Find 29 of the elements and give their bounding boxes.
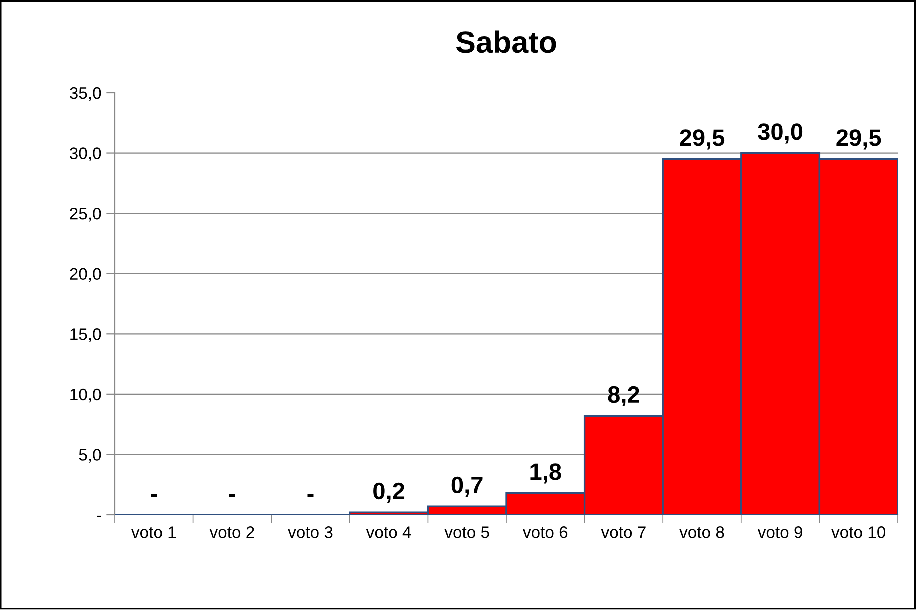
data-label: 29,5: [836, 130, 882, 150]
y-tick-label: -: [96, 516, 102, 518]
data-label: -: [308, 494, 314, 498]
chart-title: Sabato: [456, 30, 556, 54]
y-tick-label: 35,0: [70, 87, 102, 102]
x-tick-label: voto 4: [366, 526, 412, 538]
y-tick-label: 10,0: [70, 388, 102, 403]
y-tick-label: 30,0: [70, 148, 102, 162]
x-tick-label: voto 8: [680, 526, 724, 538]
x-tick-label: voto 7: [601, 526, 646, 538]
x-tick-label: voto 10: [832, 526, 886, 538]
data-label: -: [151, 494, 158, 498]
y-tick-label: 25,0: [70, 208, 102, 222]
data-label: -: [229, 494, 236, 498]
y-tick-label: 5,0: [79, 449, 102, 463]
data-label: 8,2: [608, 386, 640, 407]
data-label: 30,0: [758, 124, 803, 144]
y-tick-label: 20,0: [70, 268, 102, 282]
data-label: 1,8: [530, 464, 562, 484]
x-tick-label: voto 6: [523, 526, 568, 538]
x-tick-label: voto 5: [444, 526, 490, 538]
x-tick-label: voto 1: [132, 526, 176, 538]
data-label: 29,5: [680, 130, 725, 150]
x-tick-label: voto 3: [288, 526, 333, 538]
data-label: 0,7: [452, 476, 483, 497]
data-label: 0,2: [374, 482, 405, 504]
y-tick-label: 15,0: [70, 328, 102, 342]
x-tick-label: voto 9: [758, 526, 802, 538]
x-tick-label: voto 2: [210, 526, 254, 538]
